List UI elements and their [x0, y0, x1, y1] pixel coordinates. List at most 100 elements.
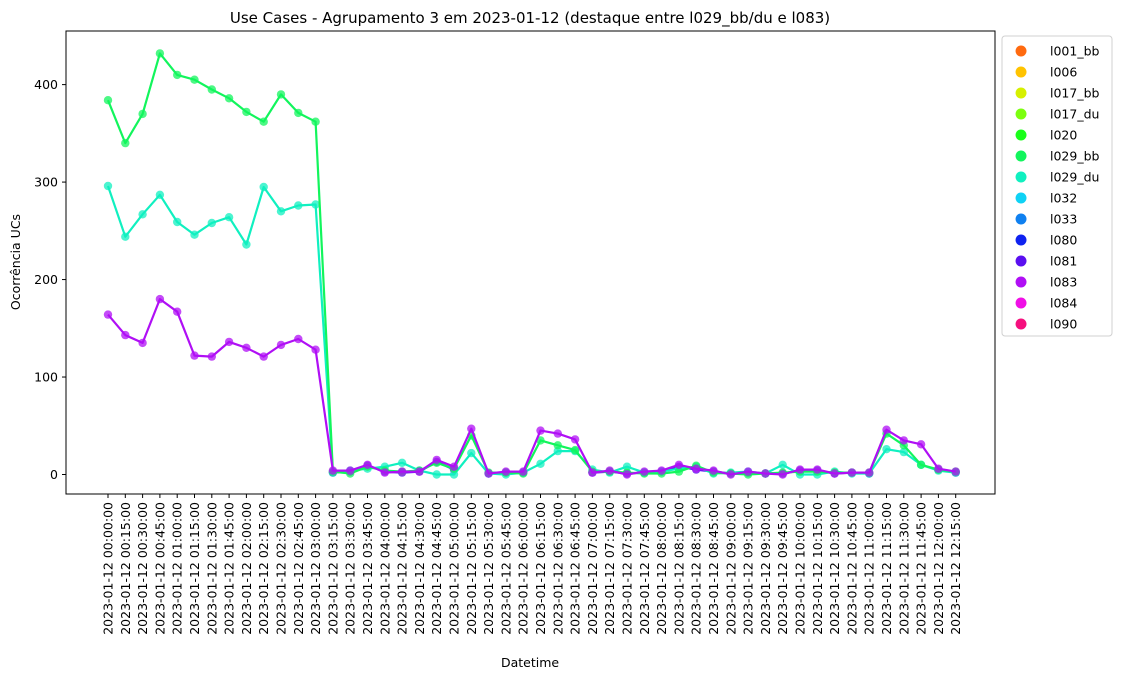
data-point [138, 338, 147, 348]
data-point [622, 470, 632, 479]
data-point [865, 468, 874, 477]
legend-marker [1015, 66, 1027, 78]
y-tick-label: 300 [34, 175, 58, 190]
x-tick-label: 2023-01-12 12:00:00 [931, 502, 946, 635]
x-tick-label: 2023-01-12 03:30:00 [343, 502, 358, 635]
data-point [224, 94, 234, 103]
legend-marker [1015, 150, 1027, 162]
x-tick-label: 2023-01-12 06:00:00 [516, 502, 531, 635]
data-point [259, 117, 268, 126]
legend-label: l081 [1050, 254, 1077, 269]
data-point [242, 240, 251, 249]
data-point [432, 470, 441, 479]
data-point [899, 447, 908, 457]
data-point [640, 467, 649, 476]
x-tick-label: 2023-01-12 06:15:00 [533, 502, 548, 635]
data-point [622, 462, 632, 471]
data-point [328, 466, 338, 475]
x-tick-label: 2023-01-12 06:30:00 [550, 502, 565, 635]
x-tick-label: 2023-01-12 09:30:00 [758, 502, 773, 635]
data-point [259, 182, 268, 192]
y-axis-ticks: 0 100 200 300 400 [34, 77, 66, 482]
data-point [207, 85, 216, 94]
legend-marker [1015, 213, 1027, 225]
data-point [363, 460, 372, 469]
legend-label: l033 [1050, 212, 1077, 227]
data-point [397, 458, 407, 467]
x-tick-label: 2023-01-12 07:15:00 [602, 502, 617, 635]
data-point [795, 465, 805, 474]
legend-label: l017_bb [1050, 86, 1100, 101]
x-tick-label: 2023-01-12 03:00:00 [308, 502, 323, 635]
data-point [121, 232, 130, 241]
data-point [588, 468, 597, 477]
series-line-l083 [107, 298, 956, 476]
data-point [847, 468, 857, 477]
data-point [207, 218, 216, 228]
data-point [657, 466, 666, 475]
x-tick-label: 2023-01-12 03:45:00 [360, 502, 375, 635]
data-point [121, 330, 130, 340]
series-l029_du [103, 181, 960, 479]
x-tick-label: 2023-01-12 11:45:00 [914, 502, 929, 635]
legend-marker [1015, 45, 1027, 57]
series-l029_bb [103, 49, 960, 479]
x-tick-label: 2023-01-12 05:45:00 [498, 502, 513, 635]
data-point [916, 440, 926, 449]
data-point [536, 426, 545, 435]
data-point [432, 455, 441, 465]
data-point [709, 466, 718, 475]
legend-box [1001, 35, 1113, 337]
legend-marker [1015, 297, 1027, 309]
data-point [830, 469, 839, 478]
data-point [553, 429, 562, 438]
data-point [467, 424, 476, 433]
y-tick-label: 0 [50, 467, 58, 482]
legend-item-l006: l006 [1015, 65, 1077, 80]
data-point [743, 467, 753, 476]
data-point [570, 445, 580, 455]
legend-item-l029_du: l029_du [1015, 170, 1099, 185]
data-point [570, 435, 580, 444]
data-point [951, 467, 960, 476]
x-tick-label: 2023-01-12 04:45:00 [429, 502, 444, 635]
x-tick-label: 2023-01-12 01:15:00 [187, 502, 202, 635]
data-point [173, 307, 182, 316]
x-tick-label: 2023-01-12 11:30:00 [896, 502, 911, 635]
data-point [138, 210, 147, 219]
legend-label: l080 [1050, 233, 1077, 248]
data-point [916, 460, 926, 469]
legend-item-l081: l081 [1015, 254, 1077, 269]
x-tick-label: 2023-01-12 08:15:00 [671, 502, 686, 635]
y-tick-label: 100 [34, 370, 58, 385]
data-point [674, 460, 684, 469]
data-point [519, 467, 528, 476]
data-point [103, 181, 113, 191]
data-point [138, 109, 147, 119]
x-tick-label: 2023-01-12 10:30:00 [827, 502, 842, 635]
x-tick-label: 2023-01-12 02:45:00 [291, 502, 306, 635]
x-tick-label: 2023-01-12 00:15:00 [118, 502, 133, 635]
x-tick-label: 2023-01-12 04:00:00 [377, 502, 392, 635]
data-point [311, 117, 320, 126]
x-tick-label: 2023-01-12 05:15:00 [464, 502, 479, 635]
x-tick-label: 2023-01-12 11:00:00 [862, 502, 877, 635]
x-tick-label: 2023-01-12 10:15:00 [810, 502, 825, 635]
data-point [173, 70, 182, 80]
legend-marker [1015, 108, 1027, 120]
data-point [449, 470, 459, 479]
x-tick-label: 2023-01-12 02:30:00 [274, 502, 289, 635]
legend-item-l001_bb: l001_bb [1015, 44, 1100, 59]
data-point [276, 90, 286, 99]
x-tick-label: 2023-01-12 08:45:00 [706, 502, 721, 635]
legend-label: l029_du [1050, 170, 1099, 185]
legend-item-l017_bb: l017_bb [1015, 86, 1100, 101]
legend-marker [1015, 318, 1027, 330]
legend-label: l001_bb [1050, 44, 1100, 59]
x-tick-label: 2023-01-12 09:00:00 [723, 502, 738, 635]
legend-label: l083 [1050, 275, 1077, 290]
data-point [536, 459, 545, 468]
legend-marker [1015, 87, 1027, 99]
data-point [380, 468, 389, 477]
